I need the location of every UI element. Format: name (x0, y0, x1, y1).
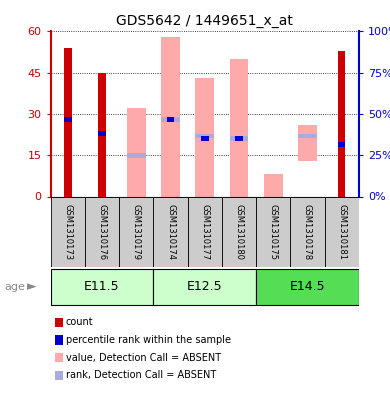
Bar (161, 117, 180, 122)
Bar (64, 117, 72, 122)
Bar (298, 134, 317, 138)
Bar (264, 174, 283, 196)
Text: value, Detection Call = ABSENT: value, Detection Call = ABSENT (66, 353, 221, 363)
Bar (98, 73, 106, 196)
Bar (195, 78, 214, 196)
Text: E11.5: E11.5 (84, 279, 120, 293)
Bar (161, 37, 180, 197)
Text: E14.5: E14.5 (290, 279, 325, 293)
Bar (222, 196, 256, 267)
Bar (230, 59, 248, 196)
Bar (51, 196, 85, 267)
Bar (188, 196, 222, 267)
Bar (235, 136, 243, 141)
Text: GSM1310174: GSM1310174 (166, 204, 175, 260)
Text: percentile rank within the sample: percentile rank within the sample (66, 335, 230, 345)
Bar (230, 136, 248, 141)
Text: GSM1310180: GSM1310180 (234, 204, 243, 260)
Text: GSM1310173: GSM1310173 (63, 204, 72, 260)
Text: age: age (4, 282, 25, 292)
Bar (298, 125, 317, 161)
Bar (153, 196, 188, 267)
Text: GSM1310177: GSM1310177 (200, 204, 209, 260)
Bar (153, 269, 256, 305)
Bar (338, 142, 346, 147)
Text: GSM1310181: GSM1310181 (337, 204, 346, 260)
Bar (127, 108, 146, 196)
Bar (256, 269, 359, 305)
Bar (127, 153, 146, 158)
Title: GDS5642 / 1449651_x_at: GDS5642 / 1449651_x_at (116, 14, 293, 28)
Bar (119, 196, 153, 267)
Text: GSM1310176: GSM1310176 (98, 204, 106, 260)
Text: count: count (66, 317, 93, 327)
Bar (338, 51, 346, 196)
Bar (51, 269, 153, 305)
Bar (256, 196, 290, 267)
Bar (290, 196, 324, 267)
Text: rank, Detection Call = ABSENT: rank, Detection Call = ABSENT (66, 370, 216, 380)
Bar (324, 196, 359, 267)
Text: GSM1310178: GSM1310178 (303, 204, 312, 260)
Bar (167, 117, 174, 122)
Bar (195, 134, 214, 138)
Bar (85, 196, 119, 267)
Text: ►: ► (27, 280, 37, 294)
Text: E12.5: E12.5 (187, 279, 223, 293)
Bar (98, 131, 106, 136)
Bar (64, 48, 72, 196)
Text: GSM1310179: GSM1310179 (132, 204, 141, 260)
Bar (201, 136, 209, 141)
Text: GSM1310175: GSM1310175 (269, 204, 278, 260)
